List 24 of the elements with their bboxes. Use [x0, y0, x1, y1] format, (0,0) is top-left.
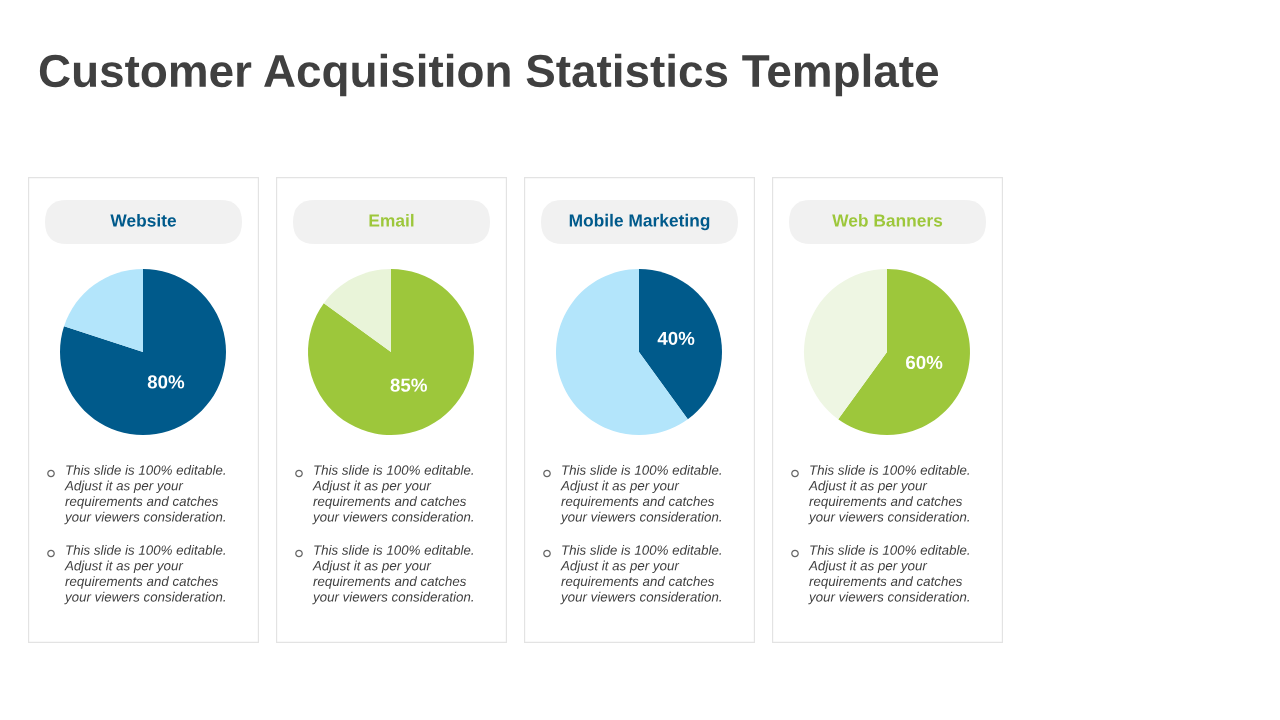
pie-slice [838, 269, 970, 435]
text: This slide is 100% editable. Adjust it as per your requirements and catches your viewers consideration. [312, 545, 473, 605]
chart-title: Mobile Marketing [569, 213, 710, 231]
chart-title: Email [369, 213, 414, 227]
pie-slice [60, 269, 226, 435]
pie-slice [308, 269, 474, 435]
data-label: 80% [147, 375, 185, 389]
data-label: 60% [906, 355, 943, 370]
chart-title: Web Banners [832, 213, 943, 227]
text: This slide is 100% editable. Adjust it as per your requirements and catches your viewers consideration. [560, 545, 721, 605]
text: This slide is 100% editable. Adjust it as per your requirements and catches your viewers consideration. [312, 465, 473, 525]
text: This slide is 100% editable. Adjust it as per your requirements and catches your viewers consideration. [808, 545, 969, 605]
pie-slice [323, 269, 391, 352]
text: Customer Acquisition Statistics Template [39, 53, 938, 97]
text: This slide is 100% editable. Adjust it as per your requirements and catches your viewers consideration. [64, 465, 225, 525]
text: This slide is 100% editable. Adjust it as per your requirements and catches your viewers consideration. [560, 465, 721, 525]
chart-title: Website [110, 213, 177, 227]
data-label: 85% [390, 378, 427, 392]
text: This slide is 100% editable. Adjust it as per your requirements and catches your viewers consideration. [64, 545, 225, 605]
text: This slide is 100% editable. Adjust it as per your requirements and catches your viewers consideration. [808, 465, 969, 525]
data-label: 40% [657, 331, 695, 345]
pie-slice [639, 269, 722, 420]
pie-slice [64, 269, 143, 352]
pie-slice [804, 269, 887, 420]
